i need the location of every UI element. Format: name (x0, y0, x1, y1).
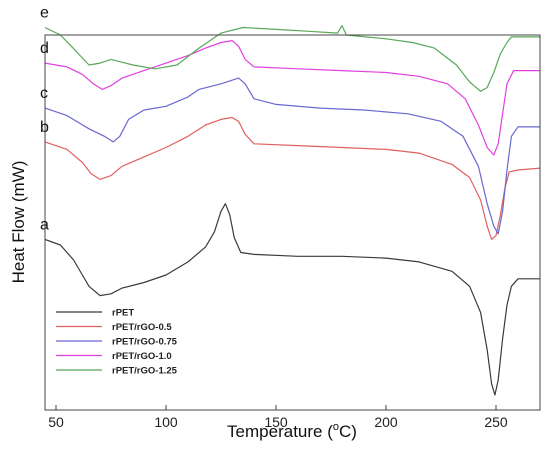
curve-tag-c: c (40, 85, 48, 102)
curve-tag-b: b (40, 119, 49, 136)
curve-tag-d: d (40, 40, 49, 57)
curve-tag-e: e (40, 5, 49, 22)
x-tick-label: 50 (48, 414, 64, 430)
series-curves (44, 25, 541, 396)
x-tick-label: 200 (374, 414, 398, 430)
series-line-b (44, 116, 541, 240)
y-axis-title: Heat Flow (mW) (9, 161, 28, 284)
x-tick-label: 250 (484, 414, 508, 430)
series-line-a (44, 203, 540, 396)
x-axis-title: Temperature (oC) (227, 421, 357, 441)
curve-tag-a: a (40, 216, 49, 233)
curve-tags: a bc d e (40, 5, 49, 234)
x-tick-label: 150 (264, 414, 288, 430)
series-line-d (44, 40, 540, 156)
legend: rPET rPET/rGO-0.5 rPET/rGO-0.75 rPET/rGO-1.… (56, 308, 178, 377)
x-axis-ticks: 50 100 150 200 250 (48, 405, 508, 430)
legend-label: rPET/rGO-0.5 (112, 322, 172, 333)
series-line-e (44, 25, 540, 92)
legend-label: rPET/rGO-1.0 (112, 351, 172, 362)
legend-label: rPET/rGO-1.25 (112, 366, 178, 377)
legend-label: rPET/rGO-0.75 (112, 337, 178, 348)
series-line-c (44, 77, 540, 235)
x-tick-label: 100 (154, 414, 178, 430)
plot-frame (44, 34, 541, 411)
legend-label: rPET (112, 308, 134, 319)
